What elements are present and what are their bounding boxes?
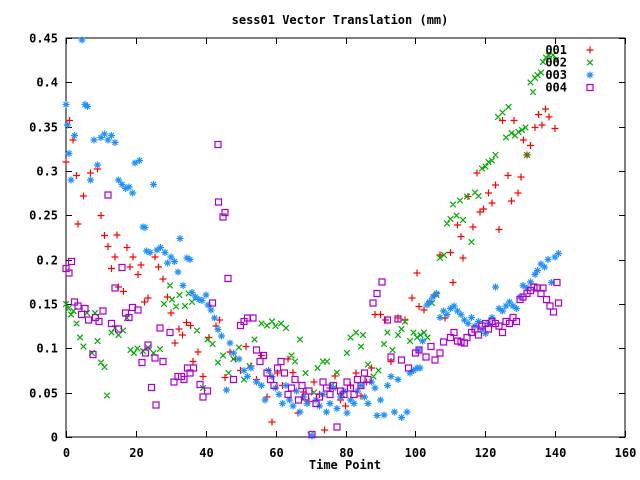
y-axis-ticks: 0 0.05 0.1 0.15 0.2 0.25 0.3 0.35 0.4 0.45: [29, 32, 625, 445]
legend-label-001: 001: [545, 43, 567, 57]
legend-label-003: 003: [545, 68, 567, 82]
legend-marker-003-icon: [586, 71, 594, 79]
y-tick-label: 0.25: [29, 209, 58, 223]
x-tick-label: 80: [339, 446, 353, 460]
y-tick-label: 0.45: [29, 32, 58, 46]
series-001-points: [62, 105, 559, 434]
x-tick-label: 120: [475, 446, 497, 460]
y-tick-label: 0.2: [36, 254, 58, 268]
legend-marker-001-icon: [586, 46, 594, 54]
x-tick-label: 0: [63, 446, 70, 460]
legend-marker-004-icon: [586, 83, 594, 92]
x-tick-label: 20: [129, 446, 143, 460]
series-002-points: [62, 51, 560, 439]
x-tick-label: 140: [545, 446, 567, 460]
x-tick-label: 100: [405, 446, 427, 460]
series-004-points: [62, 140, 563, 439]
legend-marker-002-icon: [586, 59, 594, 66]
x-axis-label: Time Point: [309, 458, 381, 472]
x-tick-label: 160: [615, 446, 637, 460]
y-tick-label: 0.3: [36, 165, 58, 179]
x-axis-ticks: 0 20 40 60 80 100 120 140 160: [63, 38, 636, 460]
y-tick-label: 0.15: [29, 298, 58, 312]
x-tick-label: 60: [269, 446, 283, 460]
y-tick-label: 0.1: [36, 342, 58, 356]
y-tick-label: 0.35: [29, 121, 58, 135]
series-003-points: [62, 36, 562, 440]
y-tick-label: 0.4: [36, 76, 58, 90]
legend-label-004: 004: [545, 81, 567, 95]
y-tick-label: 0.05: [29, 387, 58, 401]
chart-title: sess01 Vector Translation (mm): [232, 13, 449, 27]
legend-label-002: 002: [545, 56, 567, 70]
x-tick-label: 40: [199, 446, 213, 460]
plot-frame: [65, 37, 626, 438]
y-tick-label: 0: [51, 431, 58, 445]
